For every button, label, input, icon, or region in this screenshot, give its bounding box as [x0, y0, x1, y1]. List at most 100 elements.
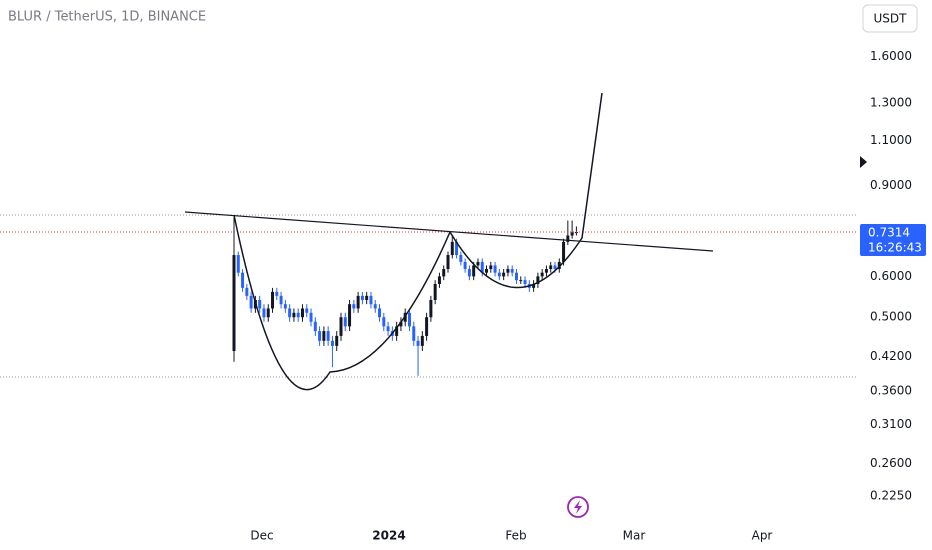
candle-body	[271, 291, 275, 309]
candle-body	[296, 312, 300, 318]
candle-body	[489, 265, 493, 270]
neckline	[184, 211, 714, 252]
candle-body	[373, 304, 377, 309]
candle-body	[245, 287, 249, 296]
candle-body	[378, 308, 382, 318]
candle-body	[275, 291, 279, 296]
candle-body	[472, 265, 476, 277]
candle-body	[356, 295, 360, 309]
y-tick-label: 0.2600	[870, 456, 912, 470]
candle-body	[455, 241, 459, 256]
candle-body	[450, 241, 454, 256]
scroll-arrow[interactable]	[860, 156, 867, 168]
candle-body	[416, 340, 420, 346]
y-tick-label: 0.2250	[870, 489, 912, 503]
y-tick-label: 0.3100	[870, 417, 912, 431]
candle-body	[540, 272, 544, 277]
y-tick-label: 1.6000	[870, 49, 912, 63]
candle-body	[553, 265, 557, 270]
candle-body	[348, 304, 352, 327]
chart-title: BLUR / TetherUS, 1D, BINANCE	[8, 10, 206, 25]
candle-body	[309, 312, 313, 322]
cup-curve	[233, 214, 451, 391]
candles	[232, 217, 578, 376]
lightning-icon[interactable]	[567, 496, 589, 518]
x-tick-label: 2024	[372, 529, 405, 543]
candle-body	[420, 335, 424, 346]
price-tag-value: 0.7314	[868, 226, 910, 240]
candle-body	[442, 269, 446, 277]
candle-body	[399, 321, 403, 327]
candle-body	[476, 261, 480, 266]
y-tick-label: 0.3600	[870, 383, 912, 397]
candle-body	[566, 235, 570, 242]
y-tick-label: 0.6000	[870, 269, 912, 283]
candle-body	[532, 283, 536, 288]
candle-body	[549, 265, 553, 270]
candle-body	[335, 335, 339, 346]
candle-body	[343, 317, 347, 327]
candle-body	[493, 265, 497, 273]
price-tag	[860, 224, 926, 256]
candle-body	[446, 255, 450, 270]
candle-body	[425, 317, 429, 336]
candle-body	[467, 269, 471, 277]
candle-body	[241, 272, 245, 288]
candle-body	[485, 269, 489, 273]
candle-body	[330, 340, 334, 346]
candle-body	[407, 312, 411, 327]
y-tick-label: 0.9000	[870, 178, 912, 192]
candle-body	[292, 312, 296, 318]
candle-body	[313, 321, 317, 332]
candle-body	[480, 261, 484, 273]
candle-body	[519, 280, 523, 282]
candle-body	[288, 308, 292, 318]
y-tick-label: 0.4200	[870, 349, 912, 363]
candle-body	[570, 232, 574, 236]
candle-body	[514, 272, 518, 281]
candle-body	[283, 304, 287, 309]
x-tick-label: Feb	[505, 529, 526, 543]
candle-body	[232, 255, 236, 352]
candle-body	[279, 295, 283, 305]
y-tick-label: 0.5000	[870, 310, 912, 324]
x-tick-label: Mar	[623, 529, 646, 543]
currency-button[interactable]	[862, 4, 918, 33]
handle-curve	[449, 92, 603, 289]
candle-body	[395, 326, 399, 336]
candle-body	[463, 261, 467, 270]
candle-body	[412, 326, 416, 341]
candle-body	[437, 276, 441, 284]
x-tick-label: Apr	[752, 529, 773, 543]
candle-body	[369, 295, 373, 305]
candle-body	[360, 295, 364, 300]
y-tick-label: 1.3000	[870, 96, 912, 110]
candle-body	[339, 317, 343, 336]
candle-body	[536, 276, 540, 284]
candle-body	[386, 326, 390, 332]
candle-body	[562, 241, 566, 262]
lightning-bolt	[574, 500, 582, 514]
candle-body	[258, 299, 262, 309]
candle-body	[433, 283, 437, 300]
candle-body	[544, 269, 548, 273]
x-tick-label: Dec	[250, 529, 273, 543]
candle-body	[352, 304, 356, 309]
y-tick-label: 1.1000	[870, 133, 912, 147]
candle-body	[266, 308, 270, 318]
price-tag-countdown: 16:26:43	[868, 241, 922, 255]
candle-body	[382, 317, 386, 327]
candle-body	[236, 255, 240, 273]
candle-body	[497, 272, 501, 277]
candle-body	[318, 331, 322, 341]
candle-body	[557, 261, 561, 270]
candle-body	[300, 308, 304, 318]
candle-body	[502, 272, 506, 277]
candle-body	[305, 308, 309, 313]
candle-body	[506, 269, 510, 273]
candle-body	[365, 295, 369, 300]
candle-body	[523, 280, 527, 284]
candle-body	[429, 299, 433, 318]
candle-body	[322, 331, 326, 341]
